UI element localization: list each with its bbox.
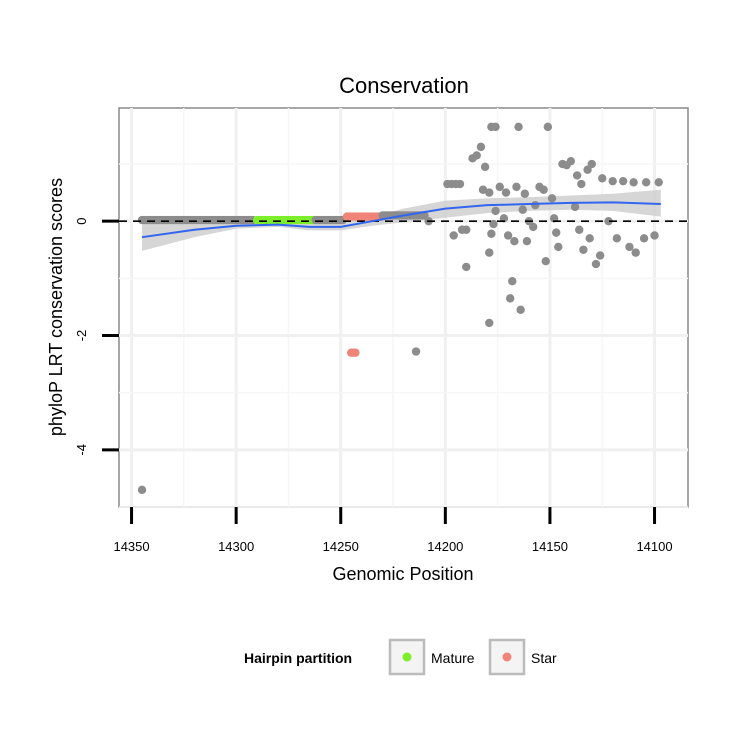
- data-point-other: [654, 178, 663, 187]
- legend-key-mature-dot: [402, 652, 412, 662]
- data-point-other: [539, 185, 548, 194]
- data-point-other: [455, 179, 465, 189]
- data-point-other: [608, 176, 617, 186]
- data-point-other: [566, 156, 576, 166]
- data-point-other: [522, 236, 532, 246]
- data-point-other: [478, 185, 488, 194]
- data-point-other: [462, 225, 471, 234]
- x-tick-label: 14100: [636, 539, 672, 554]
- data-point-other: [541, 256, 550, 266]
- smooth-trend-line: [141, 201, 661, 239]
- data-point-other: [411, 347, 421, 356]
- data-point-other: [598, 174, 607, 183]
- data-point-other: [585, 234, 594, 243]
- data-point-other: [543, 122, 553, 132]
- data-point-other: [485, 248, 494, 257]
- data-point-other: [629, 178, 638, 187]
- data-point-other: [625, 242, 634, 252]
- data-point-other: [639, 234, 649, 243]
- data-point-other: [489, 219, 498, 229]
- chart-title: Conservation: [339, 73, 469, 98]
- legend-label-mature: Mature: [431, 650, 475, 666]
- data-point-other: [595, 251, 605, 260]
- data-point-other: [510, 236, 519, 246]
- data-point-other: [570, 202, 580, 212]
- data-point-other: [547, 194, 557, 203]
- x-tick-label: 14150: [532, 539, 568, 554]
- smooth-line-layer: [141, 201, 661, 239]
- legend-key-star-dot: [502, 652, 512, 662]
- data-point-other: [520, 189, 530, 198]
- data-point-other: [476, 142, 486, 152]
- data-point-other: [631, 248, 640, 257]
- data-point-other: [516, 305, 525, 314]
- x-tick-label: 14200: [427, 539, 463, 554]
- plot-panel: [118, 107, 689, 508]
- data-point-other: [137, 485, 147, 495]
- data-point-other: [503, 231, 513, 240]
- data-point-other: [554, 242, 563, 252]
- data-point-other: [514, 122, 523, 132]
- data-point-other: [480, 162, 490, 172]
- data-point-star: [351, 348, 360, 357]
- data-point-other: [641, 178, 651, 187]
- data-point-other: [575, 225, 584, 234]
- legend-title: Hairpin partition: [244, 650, 352, 666]
- data-point-other: [495, 182, 504, 192]
- data-point-other: [485, 188, 494, 197]
- data-point-other: [552, 228, 561, 237]
- data-point-other: [587, 159, 596, 169]
- data-point-other: [491, 206, 500, 216]
- y-tick-label: 0: [74, 218, 89, 225]
- y-tick-label: -4: [74, 444, 89, 456]
- data-point-other: [472, 151, 481, 160]
- data-point-other: [501, 188, 511, 197]
- legend: Hairpin partition Mature Star: [244, 638, 557, 676]
- data-point-other: [604, 216, 613, 226]
- x-tick-label: 14350: [113, 539, 149, 554]
- data-point-other: [618, 176, 628, 186]
- data-point-other: [508, 277, 517, 286]
- data-point-other: [505, 294, 515, 303]
- data-point-other: [518, 205, 527, 214]
- legend-label-star: Star: [531, 650, 557, 666]
- data-point-other: [591, 259, 601, 269]
- data-point-other: [462, 262, 471, 272]
- x-axis-title: Genomic Position: [332, 564, 473, 584]
- axes: 14350 14300 14250 14200 14150 14100 -4 -2 0: [74, 218, 673, 554]
- data-point-other: [577, 179, 586, 189]
- x-tick-label: 14300: [218, 539, 254, 554]
- y-axis-title: phyloP LRT conservation scores: [46, 178, 66, 436]
- x-tick-label: 14250: [323, 539, 359, 554]
- data-point-other: [650, 231, 659, 240]
- data-point-other: [531, 200, 540, 210]
- data-point-other: [449, 231, 458, 240]
- data-point-other: [579, 245, 588, 254]
- data-point-other: [512, 182, 521, 192]
- data-point-other: [491, 122, 500, 132]
- data-point-other: [612, 234, 622, 243]
- y-tick-label: -2: [74, 330, 89, 342]
- points-layer: [137, 122, 663, 495]
- data-point-other: [487, 229, 496, 238]
- data-point-other: [485, 318, 494, 328]
- data-point-other: [572, 171, 582, 180]
- data-point-other: [528, 222, 538, 232]
